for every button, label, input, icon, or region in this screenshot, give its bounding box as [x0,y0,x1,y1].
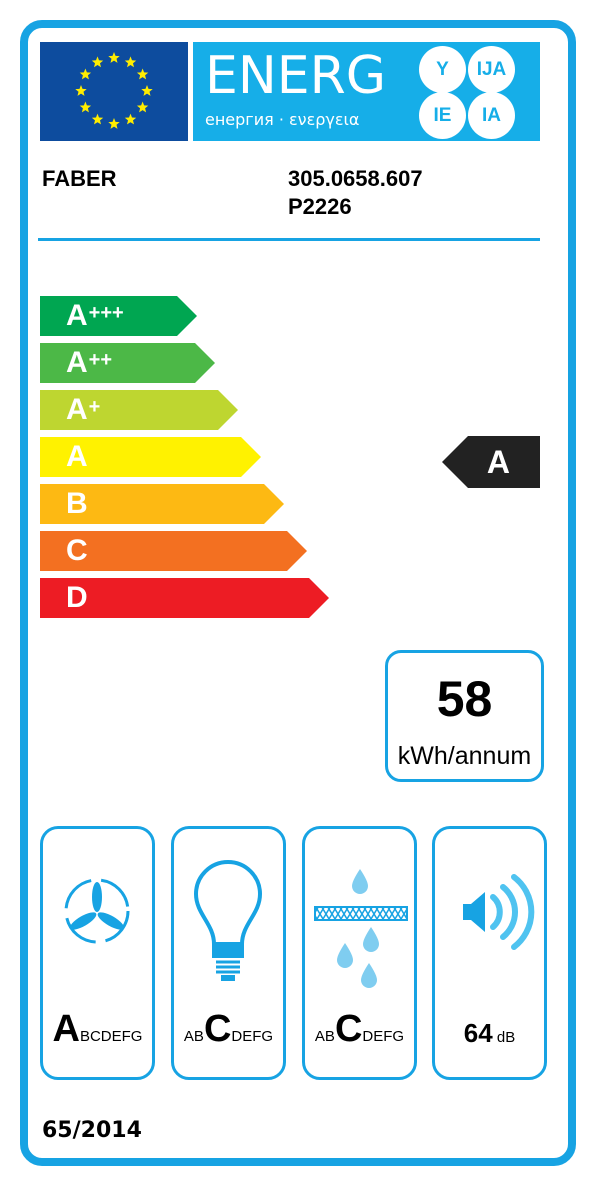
eu-flag-icon [40,42,188,141]
star-icon [79,68,92,80]
model-id: 305.0658.607 [288,166,423,191]
star-icon [136,101,149,113]
star-icon [136,68,149,80]
star-icon [91,113,104,125]
energy-class-bar: C [40,531,307,571]
efficiency-class: ABCDEFG [183,1008,274,1050]
grease-filter-icon [314,869,408,988]
consumption-unit: kWh/annum [397,742,532,770]
energy-class-bar: B [40,484,284,524]
divider [38,238,540,241]
energy-class-bar: A+++ [40,296,197,336]
energy-banner: ENERG енергия · ενεργεια Y IJA IE IA [193,42,540,141]
grease-filter-card: ABCDEFG [302,826,417,1080]
label-frame [20,20,576,1166]
energy-class-bar: A [40,437,261,477]
light-bulb-icon [193,860,263,981]
star-icon [124,113,137,125]
regulation-number: 65/2014 [42,1118,142,1143]
efficiency-class: ABCDEFG [52,1008,143,1050]
banner-title: ENERG [205,46,387,106]
efficiency-class: ABCDEFG [314,1008,405,1050]
fan-icon [64,878,130,944]
star-icon [91,56,104,68]
star-icon [75,85,87,96]
star-icon [79,101,92,113]
star-icon [141,85,153,96]
fluid-dynamic-card: ABCDEFG [40,826,155,1080]
energy-class-bar: A+ [40,390,238,430]
star-icon [124,56,137,68]
star-icon [108,52,120,63]
suffix-badge: IE [419,92,466,139]
supplier-name: FABER [42,166,117,191]
energy-class-bar: A++ [40,343,215,383]
speaker-icon [463,874,535,950]
consumption-box: 58 kWh/annum [385,650,544,782]
banner-subtitle: енергия · ενεργεια [205,110,360,129]
consumption-value: 58 [436,671,493,727]
model-id-2: P2226 [288,194,352,219]
energy-class-bar: D [40,578,329,618]
noise-card: 64 dB [432,826,547,1080]
suffix-badge: IA [468,92,515,139]
star-icon [108,118,120,129]
suffix-badge: Y [419,46,466,93]
noise-level: 64 dB [463,1018,516,1048]
suffix-badge: IJA [468,46,515,93]
lighting-card: ABCDEFG [171,826,286,1080]
